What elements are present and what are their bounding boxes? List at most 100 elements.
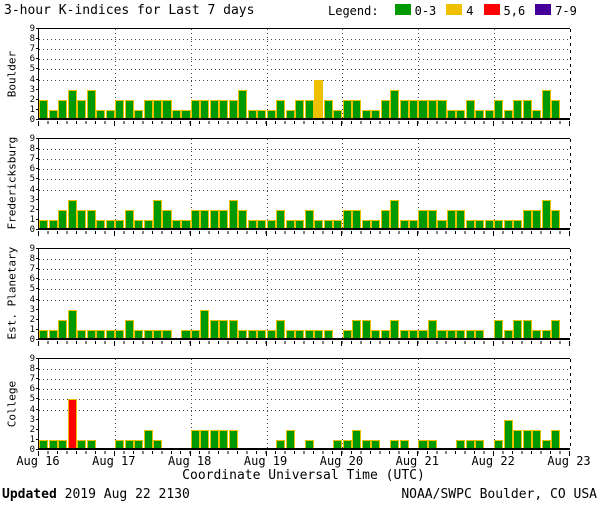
y-tick-label: 9 — [29, 24, 35, 34]
y-tick — [36, 58, 39, 60]
y-tick — [36, 298, 39, 300]
legend-item-label: 7-9 — [555, 4, 577, 18]
k-bar — [551, 99, 561, 120]
k-bar — [200, 309, 210, 340]
k-bar — [143, 99, 153, 120]
x-tick-label: Aug 22 — [471, 454, 515, 468]
day-gridline — [190, 139, 192, 230]
k-bar — [437, 99, 447, 120]
legend-item-label: 5,6 — [503, 4, 526, 18]
y-tick-label: 2 — [29, 204, 35, 215]
day-gridline — [342, 359, 344, 450]
panel-baseline — [39, 228, 570, 230]
y-tick — [36, 438, 39, 440]
k-bar — [276, 319, 286, 340]
x-major-tick — [417, 341, 419, 346]
day-gridline — [266, 359, 268, 450]
y-tick — [36, 408, 39, 410]
panel-fredericksburg — [38, 138, 571, 230]
y-tick-label: 4 — [29, 294, 35, 305]
y-tick — [36, 288, 39, 290]
x-minor-ticks — [38, 341, 570, 344]
y-tick — [36, 308, 39, 310]
k-bar — [219, 99, 229, 120]
panel-college — [38, 358, 571, 450]
updated-time: 2019 Aug 22 2130 — [64, 487, 190, 502]
y-tick-label: 8 — [29, 34, 35, 45]
k-bar — [418, 209, 428, 230]
x-minor-ticks — [38, 451, 570, 454]
k-bar — [190, 99, 200, 120]
k-bar — [124, 319, 134, 340]
panel-right-edge — [570, 359, 571, 450]
x-tick-label: Aug 23 — [547, 454, 591, 468]
legend-item-label: 0-3 — [414, 4, 437, 18]
x-major-tick — [189, 121, 191, 126]
panel-right-edge — [570, 139, 571, 230]
k-bar — [152, 99, 163, 120]
y-tick-label: 1 — [29, 104, 35, 115]
y-tick-label: 7 — [29, 374, 35, 385]
k-bar — [238, 89, 248, 120]
k-bar — [409, 99, 419, 120]
k-bar — [219, 429, 229, 450]
x-major-tick — [493, 231, 495, 236]
y-tick-label: 6 — [29, 54, 35, 65]
y-tick — [36, 168, 39, 170]
y-tick — [36, 418, 39, 420]
k-bar — [39, 99, 49, 120]
k-bar — [228, 429, 238, 450]
panel-baseline — [39, 338, 570, 340]
y-tick — [36, 48, 39, 50]
k-bar — [143, 429, 153, 450]
k-bar — [522, 429, 532, 450]
x-major-tick — [189, 341, 191, 346]
y-tick-label: 6 — [29, 384, 35, 395]
panel-boulder — [38, 28, 571, 120]
k-bar — [67, 309, 77, 340]
k-bar — [86, 209, 96, 230]
k-bar — [532, 209, 542, 230]
y-tick-label: 1 — [29, 214, 35, 225]
k-bar — [209, 209, 219, 230]
k-bar — [551, 209, 561, 230]
panel-baseline — [39, 118, 570, 120]
day-gridline — [266, 139, 268, 230]
y-tick — [36, 119, 39, 120]
y-tick-label: 7 — [29, 44, 35, 55]
x-tick-label: Aug 21 — [395, 454, 439, 468]
k-bar — [399, 99, 409, 120]
k-bar — [228, 319, 238, 340]
k-bar — [314, 79, 324, 120]
y-tick-label: 2 — [29, 314, 35, 325]
k-bar — [77, 99, 87, 120]
k-bar — [86, 89, 96, 120]
y-tick — [36, 318, 39, 320]
x-major-tick — [189, 231, 191, 236]
y-tick-label: 6 — [29, 274, 35, 285]
h-gridline-k8 — [39, 39, 570, 41]
x-major-tick — [38, 121, 39, 126]
credit-text: NOAA/SWPC Boulder, CO USA — [401, 487, 597, 502]
y-tick — [36, 358, 39, 359]
k-bar — [352, 99, 362, 120]
k-bar — [67, 399, 77, 450]
k-bar — [465, 99, 475, 120]
x-major-tick — [341, 341, 343, 346]
y-tick — [36, 388, 39, 390]
legend-swatch-green — [394, 4, 411, 15]
k-bar — [513, 429, 523, 450]
day-gridline — [190, 249, 192, 340]
h-gridline-k4 — [39, 79, 570, 81]
k-bar — [228, 99, 238, 120]
k-bar — [352, 319, 362, 340]
h-gridline-k8 — [39, 369, 570, 371]
h-gridline-k5 — [39, 289, 570, 291]
k-bar — [209, 99, 219, 120]
x-major-tick — [417, 231, 419, 236]
k-bar — [219, 209, 229, 230]
k-bar — [209, 319, 219, 340]
y-tick-label: 2 — [29, 424, 35, 435]
day-gridline — [114, 29, 116, 120]
x-tick-label: Aug 17 — [92, 454, 136, 468]
